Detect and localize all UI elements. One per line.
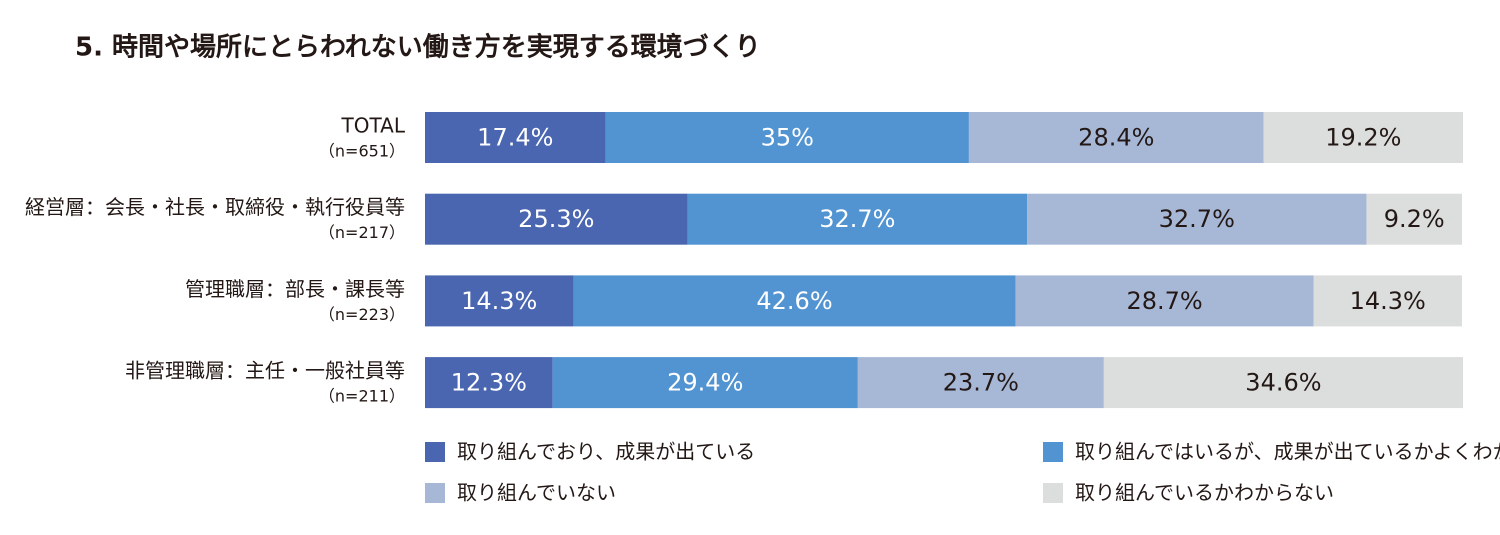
category-note: （n=223） [319,305,405,324]
bar-segment [1015,275,1314,327]
value-label: 28.7% [1126,287,1202,315]
bar-segment [425,357,553,409]
bar-segment [687,193,1028,245]
value-label: 42.6% [756,287,832,315]
bar-segment [1313,275,1462,327]
bar-segment [1366,193,1462,245]
value-label: 32.7% [1159,205,1235,233]
category-label: TOTAL [341,114,406,138]
category-label: 管理職層：部長・課長等 [185,277,405,301]
bar-segment [1027,193,1367,245]
bar-segment [968,112,1264,163]
category-label: 経営層：会長・社長・取締役・執行役員等 [25,195,405,219]
value-label: 25.3% [518,205,594,233]
legend-swatch [1043,483,1063,503]
value-label: 34.6% [1245,369,1321,397]
legend-label: 取り組んでいるかわからない [1075,481,1334,505]
value-label: 28.4% [1078,124,1154,152]
legend-swatch [425,483,445,503]
bar-segment [425,193,688,245]
value-label: 17.4% [477,124,553,152]
category-label: 非管理職層：主任・一般社員等 [125,359,405,383]
value-label: 14.3% [1350,287,1426,315]
legend-label: 取り組んでおり、成果が出ている [457,440,755,464]
value-label: 12.3% [451,369,527,397]
category-note: （n=211） [319,387,405,406]
value-label: 14.3% [461,287,537,315]
value-label: 9.2% [1384,205,1445,233]
bar-segment [605,112,969,163]
value-label: 23.7% [943,369,1019,397]
bar-segment [573,275,1016,327]
bar-segment [552,357,858,409]
value-label: 32.7% [819,205,895,233]
category-note: （n=217） [319,223,405,242]
legend-swatch [425,442,445,462]
category-note: （n=651） [319,142,405,161]
bar-segment [1263,112,1463,163]
value-label: 35% [761,124,814,152]
legend-label: 取り組んでいない [457,481,616,505]
bar-segment [1103,357,1463,409]
bar-segment [425,112,606,163]
value-label: 29.4% [667,369,743,397]
bar-segment [857,357,1104,409]
legend-label: 取り組んではいるが、成果が出ているかよくわからない [1075,440,1500,464]
chart-title: 5. 時間や場所にとらわれない働き方を実現する環境づくり [75,32,761,63]
bar-segment [425,275,574,327]
legend-swatch [1043,442,1063,462]
value-label: 19.2% [1325,124,1401,152]
